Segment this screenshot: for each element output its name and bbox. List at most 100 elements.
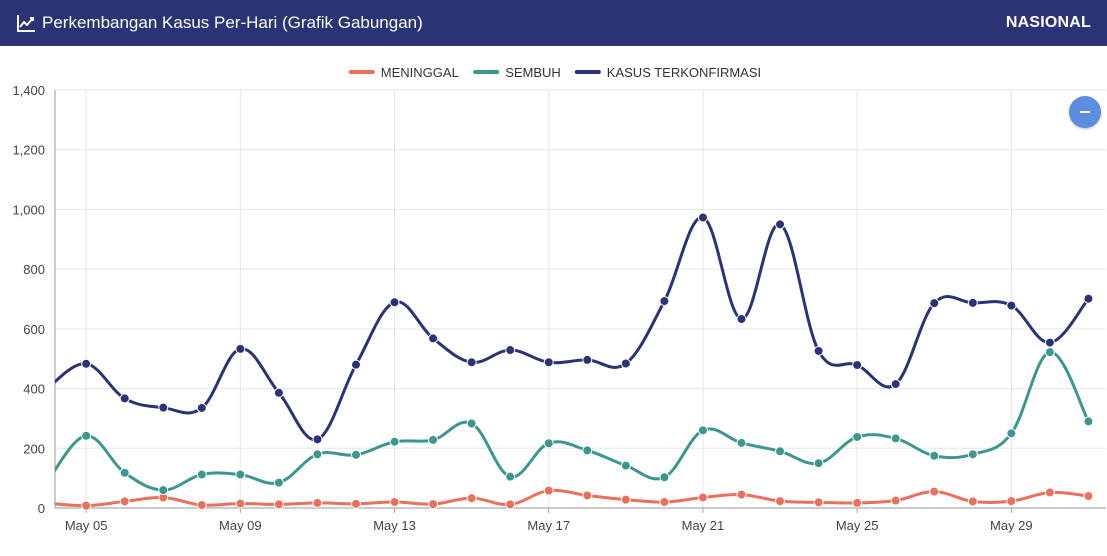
data-point-kasus-terkonfirmasi[interactable] xyxy=(235,343,246,354)
data-point-sembuh[interactable] xyxy=(659,472,670,483)
data-point-sembuh[interactable] xyxy=(1006,428,1017,439)
data-point-meninggal[interactable] xyxy=(466,493,477,504)
data-point-sembuh[interactable] xyxy=(697,425,708,436)
data-point-meninggal[interactable] xyxy=(929,486,940,497)
data-point-meninggal[interactable] xyxy=(235,498,246,509)
data-point-meninggal[interactable] xyxy=(428,499,439,510)
data-point-meninggal[interactable] xyxy=(697,492,708,503)
data-point-sembuh[interactable] xyxy=(196,469,207,480)
data-point-kasus-terkonfirmasi[interactable] xyxy=(929,298,940,309)
data-point-sembuh[interactable] xyxy=(428,434,439,445)
x-tick-label: May 29 xyxy=(990,518,1033,533)
data-point-sembuh[interactable] xyxy=(81,430,92,441)
data-point-meninggal[interactable] xyxy=(620,494,631,505)
data-point-meninggal[interactable] xyxy=(351,498,361,509)
data-point-sembuh[interactable] xyxy=(119,467,130,478)
data-point-meninggal[interactable] xyxy=(312,497,323,508)
data-point-meninggal[interactable] xyxy=(736,489,747,500)
data-point-kasus-terkonfirmasi[interactable] xyxy=(1044,337,1055,348)
zoom-reset-button[interactable] xyxy=(1069,96,1101,128)
data-point-sembuh[interactable] xyxy=(43,477,52,486)
data-point-sembuh[interactable] xyxy=(389,436,400,447)
data-point-meninggal[interactable] xyxy=(196,500,207,511)
data-point-sembuh[interactable] xyxy=(967,449,978,460)
data-point-sembuh[interactable] xyxy=(1083,416,1094,427)
data-point-sembuh[interactable] xyxy=(351,449,361,460)
data-point-kasus-terkonfirmasi[interactable] xyxy=(582,354,593,365)
data-point-meninggal[interactable] xyxy=(890,495,901,506)
data-point-meninggal[interactable] xyxy=(1083,491,1094,502)
data-point-sembuh[interactable] xyxy=(929,450,940,461)
legend-item-kasus-terkonfirmasi[interactable]: KASUS TERKONFIRMASI xyxy=(574,65,761,80)
data-point-meninggal[interactable] xyxy=(813,497,824,508)
data-point-meninggal[interactable] xyxy=(505,499,516,510)
combined-line-chart: 0 200 400 600 800 1,000 1,200 1,400 May 05 May 09… xyxy=(12,65,1106,533)
legend-label: SEMBUH xyxy=(505,65,561,80)
data-point-meninggal[interactable] xyxy=(852,497,863,508)
data-point-kasus-terkonfirmasi[interactable] xyxy=(389,297,400,308)
data-point-kasus-terkonfirmasi[interactable] xyxy=(813,345,824,356)
y-tick-label: 0 xyxy=(38,501,45,516)
data-point-sembuh[interactable] xyxy=(505,471,516,482)
x-tick-label: May 21 xyxy=(682,518,725,533)
data-point-sembuh[interactable] xyxy=(582,445,593,456)
y-tick-label: 400 xyxy=(23,382,45,397)
data-point-meninggal[interactable] xyxy=(389,497,400,508)
data-point-kasus-terkonfirmasi[interactable] xyxy=(967,297,978,308)
series-sembuh xyxy=(43,347,1094,496)
data-point-sembuh[interactable] xyxy=(1044,347,1055,358)
data-point-meninggal[interactable] xyxy=(582,490,593,501)
data-point-kasus-terkonfirmasi[interactable] xyxy=(775,219,786,230)
data-point-kasus-terkonfirmasi[interactable] xyxy=(505,345,516,356)
data-point-kasus-terkonfirmasi[interactable] xyxy=(158,402,169,413)
data-point-meninggal[interactable] xyxy=(659,497,670,508)
data-point-meninggal[interactable] xyxy=(543,485,554,496)
data-point-kasus-terkonfirmasi[interactable] xyxy=(852,359,863,370)
data-point-kasus-terkonfirmasi[interactable] xyxy=(312,434,323,445)
legend-item-sembuh[interactable]: SEMBUH xyxy=(473,65,561,80)
data-point-sembuh[interactable] xyxy=(852,431,863,442)
data-point-sembuh[interactable] xyxy=(775,446,786,457)
data-point-meninggal[interactable] xyxy=(1006,496,1017,507)
data-point-sembuh[interactable] xyxy=(312,449,323,460)
data-point-kasus-terkonfirmasi[interactable] xyxy=(351,359,361,370)
data-point-kasus-terkonfirmasi[interactable] xyxy=(119,393,130,404)
data-point-meninggal[interactable] xyxy=(273,499,284,510)
data-point-sembuh[interactable] xyxy=(813,458,824,469)
data-point-meninggal[interactable] xyxy=(119,496,130,507)
data-point-kasus-terkonfirmasi[interactable] xyxy=(1006,300,1017,311)
data-point-meninggal[interactable] xyxy=(775,496,786,507)
y-tick-label: 200 xyxy=(23,441,45,456)
series-line-sembuh xyxy=(55,350,1090,492)
data-point-kasus-terkonfirmasi[interactable] xyxy=(890,379,901,390)
data-point-kasus-terkonfirmasi[interactable] xyxy=(697,212,708,223)
data-point-sembuh[interactable] xyxy=(158,485,169,496)
data-point-kasus-terkonfirmasi[interactable] xyxy=(620,358,631,369)
y-tick-label: 800 xyxy=(23,262,45,277)
y-tick-label: 1,200 xyxy=(12,143,45,158)
series-meninggal xyxy=(55,485,1094,511)
data-point-sembuh[interactable] xyxy=(273,477,284,488)
data-point-sembuh[interactable] xyxy=(620,460,631,471)
data-point-sembuh[interactable] xyxy=(543,438,554,449)
data-point-meninggal[interactable] xyxy=(1044,487,1055,498)
series-line-meninggal xyxy=(55,488,1089,508)
data-point-sembuh[interactable] xyxy=(466,418,477,429)
data-point-kasus-terkonfirmasi[interactable] xyxy=(466,357,477,368)
data-point-sembuh[interactable] xyxy=(736,437,747,448)
data-point-meninggal[interactable] xyxy=(967,496,978,507)
data-point-kasus-terkonfirmasi[interactable] xyxy=(543,357,554,368)
data-point-sembuh[interactable] xyxy=(890,433,901,444)
data-point-kasus-terkonfirmasi[interactable] xyxy=(659,296,670,307)
data-point-meninggal[interactable] xyxy=(81,500,92,511)
data-point-kasus-terkonfirmasi[interactable] xyxy=(196,402,207,413)
chart-header: Perkembangan Kasus Per-Hari (Grafik Gabu… xyxy=(0,0,1107,46)
legend-item-meninggal[interactable]: MENINGGAL xyxy=(348,65,459,80)
data-point-kasus-terkonfirmasi[interactable] xyxy=(273,387,284,398)
data-point-kasus-terkonfirmasi[interactable] xyxy=(428,333,439,344)
legend-label: MENINGGAL xyxy=(381,65,459,80)
data-point-kasus-terkonfirmasi[interactable] xyxy=(1083,293,1094,304)
data-point-sembuh[interactable] xyxy=(235,469,246,480)
data-point-kasus-terkonfirmasi[interactable] xyxy=(81,358,92,369)
data-point-kasus-terkonfirmasi[interactable] xyxy=(736,314,747,325)
